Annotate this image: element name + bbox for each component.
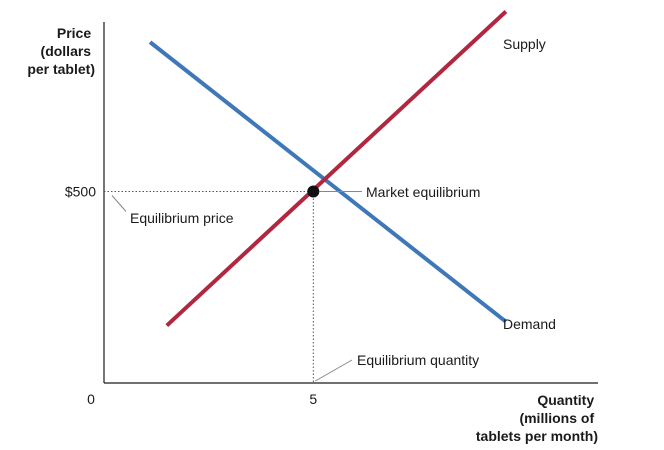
x-tick-label-5: 5: [309, 391, 317, 407]
origin-label: 0: [87, 391, 95, 407]
y-axis-title-line-2: (dollars: [41, 43, 92, 59]
x-axis-title: Quantity (millions of tablets per month): [476, 392, 598, 444]
equilibrium-quantity-leader: [315, 359, 353, 382]
y-axis-title-line-1: Price: [57, 25, 91, 41]
supply-line: [165, 10, 508, 328]
equilibrium-quantity-label: Equilibrium quantity: [357, 352, 479, 368]
x-axis-title-line-1: Quantity: [537, 392, 594, 408]
equilibrium-price-label: Equilibrium price: [130, 210, 234, 226]
supply-label: Supply: [503, 36, 546, 52]
y-tick-label-500: $500: [65, 184, 96, 200]
demand-line: [148, 40, 508, 324]
x-axis-title-line-2: (millions of: [519, 410, 594, 426]
y-axis-title-line-3: per tablet): [27, 61, 95, 77]
demand-label: Demand: [503, 316, 556, 332]
market-equilibrium-label: Market equilibrium: [366, 184, 480, 200]
equilibrium-price-leader: [111, 195, 127, 212]
equilibrium-point: [307, 185, 320, 198]
y-axis-title: Price (dollars per tablet): [27, 25, 95, 77]
x-axis-title-line-3: tablets per month): [476, 428, 598, 444]
